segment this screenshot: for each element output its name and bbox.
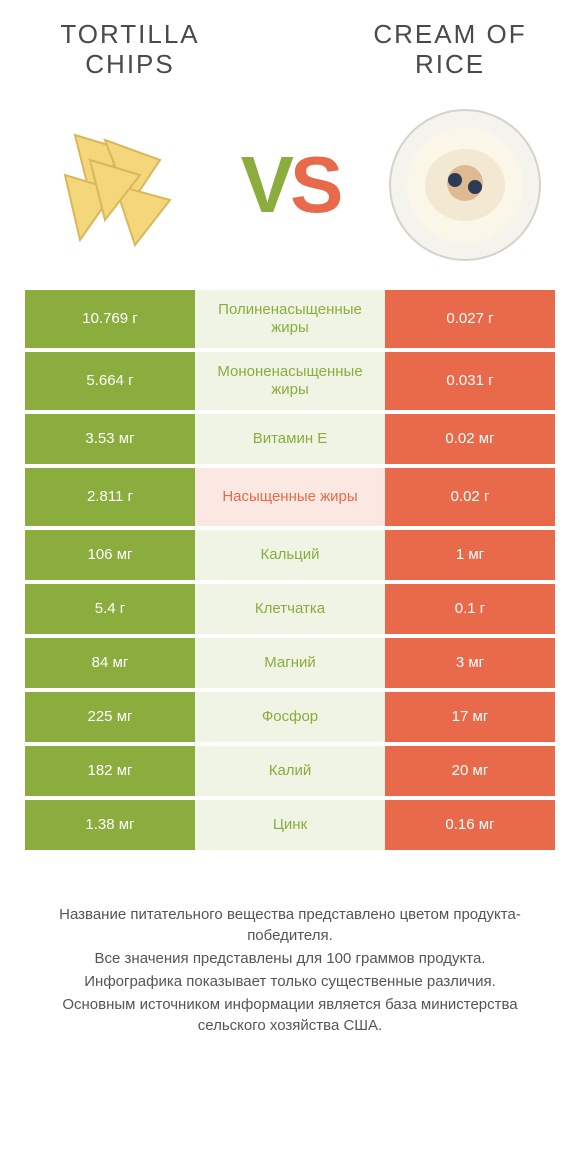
cell-left-value: 225 мг <box>25 692 195 742</box>
cell-left-value: 1.38 мг <box>25 800 195 850</box>
vs-v: V <box>241 139 290 231</box>
hero-row: VS <box>0 80 580 280</box>
cell-right-value: 0.02 г <box>385 468 555 526</box>
cell-right-value: 3 мг <box>385 638 555 688</box>
cell-nutrient-label: Калий <box>195 746 385 796</box>
caption-line: Инфографика показывает только существенн… <box>30 971 550 992</box>
cell-right-value: 20 мг <box>385 746 555 796</box>
vs-s: S <box>290 139 339 231</box>
food-image-right <box>380 100 550 270</box>
food-image-left <box>30 100 200 270</box>
cell-nutrient-label: Кальций <box>195 530 385 580</box>
cell-nutrient-label: Витамин E <box>195 414 385 464</box>
table-row: 10.769 гПолиненасыщенные жиры0.027 г <box>25 290 555 348</box>
cell-left-value: 2.811 г <box>25 468 195 526</box>
table-row: 182 мгКалий20 мг <box>25 746 555 796</box>
header: TORTILLA CHIPS CREAM OF RICE <box>0 0 580 80</box>
cell-nutrient-label: Клетчатка <box>195 584 385 634</box>
cell-nutrient-label: Фосфор <box>195 692 385 742</box>
cell-left-value: 10.769 г <box>25 290 195 348</box>
cell-left-value: 106 мг <box>25 530 195 580</box>
cell-nutrient-label: Цинк <box>195 800 385 850</box>
cell-right-value: 0.031 г <box>385 352 555 410</box>
title-right: CREAM OF RICE <box>360 20 540 80</box>
caption-line: Основным источником информации является … <box>30 994 550 1036</box>
title-left: TORTILLA CHIPS <box>40 20 220 80</box>
cell-right-value: 0.027 г <box>385 290 555 348</box>
cell-left-value: 182 мг <box>25 746 195 796</box>
caption-line: Все значения представлены для 100 граммо… <box>30 948 550 969</box>
comparison-table: 10.769 гПолиненасыщенные жиры0.027 г5.66… <box>0 280 580 850</box>
table-row: 3.53 мгВитамин E0.02 мг <box>25 414 555 464</box>
cell-right-value: 17 мг <box>385 692 555 742</box>
vs-label: VS <box>241 139 340 231</box>
table-row: 2.811 гНасыщенные жиры0.02 г <box>25 468 555 526</box>
cell-right-value: 0.16 мг <box>385 800 555 850</box>
cell-left-value: 5.4 г <box>25 584 195 634</box>
cell-right-value: 0.1 г <box>385 584 555 634</box>
table-row: 84 мгМагний3 мг <box>25 638 555 688</box>
table-row: 5.664 гМононенасыщенные жиры0.031 г <box>25 352 555 410</box>
table-row: 225 мгФосфор17 мг <box>25 692 555 742</box>
cell-nutrient-label: Полиненасыщенные жиры <box>195 290 385 348</box>
caption-block: Название питательного вещества представл… <box>0 854 580 1036</box>
table-row: 1.38 мгЦинк0.16 мг <box>25 800 555 850</box>
cell-nutrient-label: Насыщенные жиры <box>195 468 385 526</box>
table-row: 5.4 гКлетчатка0.1 г <box>25 584 555 634</box>
cell-left-value: 84 мг <box>25 638 195 688</box>
cell-left-value: 5.664 г <box>25 352 195 410</box>
cell-left-value: 3.53 мг <box>25 414 195 464</box>
table-row: 106 мгКальций1 мг <box>25 530 555 580</box>
cell-nutrient-label: Мононенасыщенные жиры <box>195 352 385 410</box>
cell-right-value: 1 мг <box>385 530 555 580</box>
cell-right-value: 0.02 мг <box>385 414 555 464</box>
cell-nutrient-label: Магний <box>195 638 385 688</box>
caption-line: Название питательного вещества представл… <box>30 904 550 946</box>
